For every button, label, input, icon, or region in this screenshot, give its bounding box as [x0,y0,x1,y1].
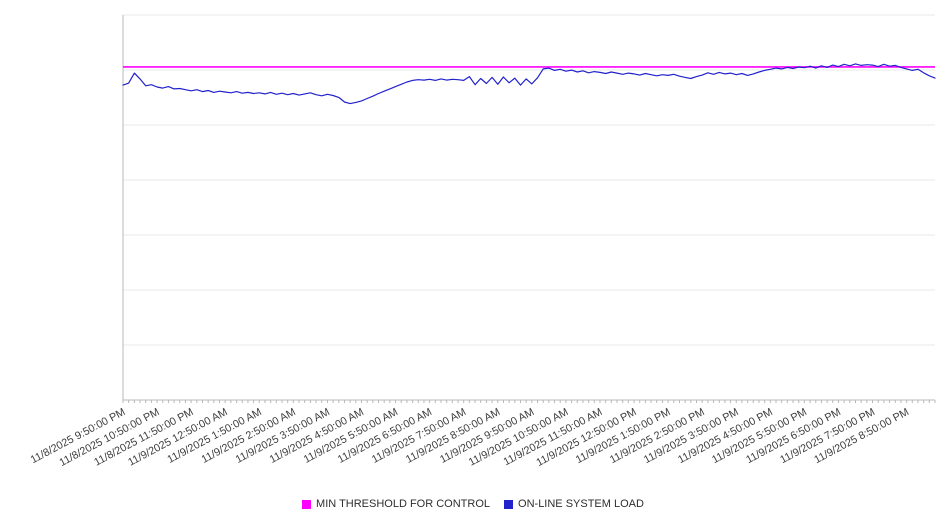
legend-label-online-system-load: ON-LINE SYSTEM LOAD [518,498,644,510]
legend-swatch-online-system-load [504,499,514,509]
legend-item-online-system-load[interactable]: ON-LINE SYSTEM LOAD [504,498,644,510]
series-line-online-system-load [122,63,936,105]
legend-label-min-threshold: MIN THRESHOLD FOR CONTROL [316,498,491,510]
chart-legend: MIN THRESHOLD FOR CONTROL ON-LINE SYSTEM… [0,498,946,510]
legend-item-min-threshold-for-control[interactable]: MIN THRESHOLD FOR CONTROL [302,498,490,510]
legend-swatch-min-threshold [302,499,312,509]
